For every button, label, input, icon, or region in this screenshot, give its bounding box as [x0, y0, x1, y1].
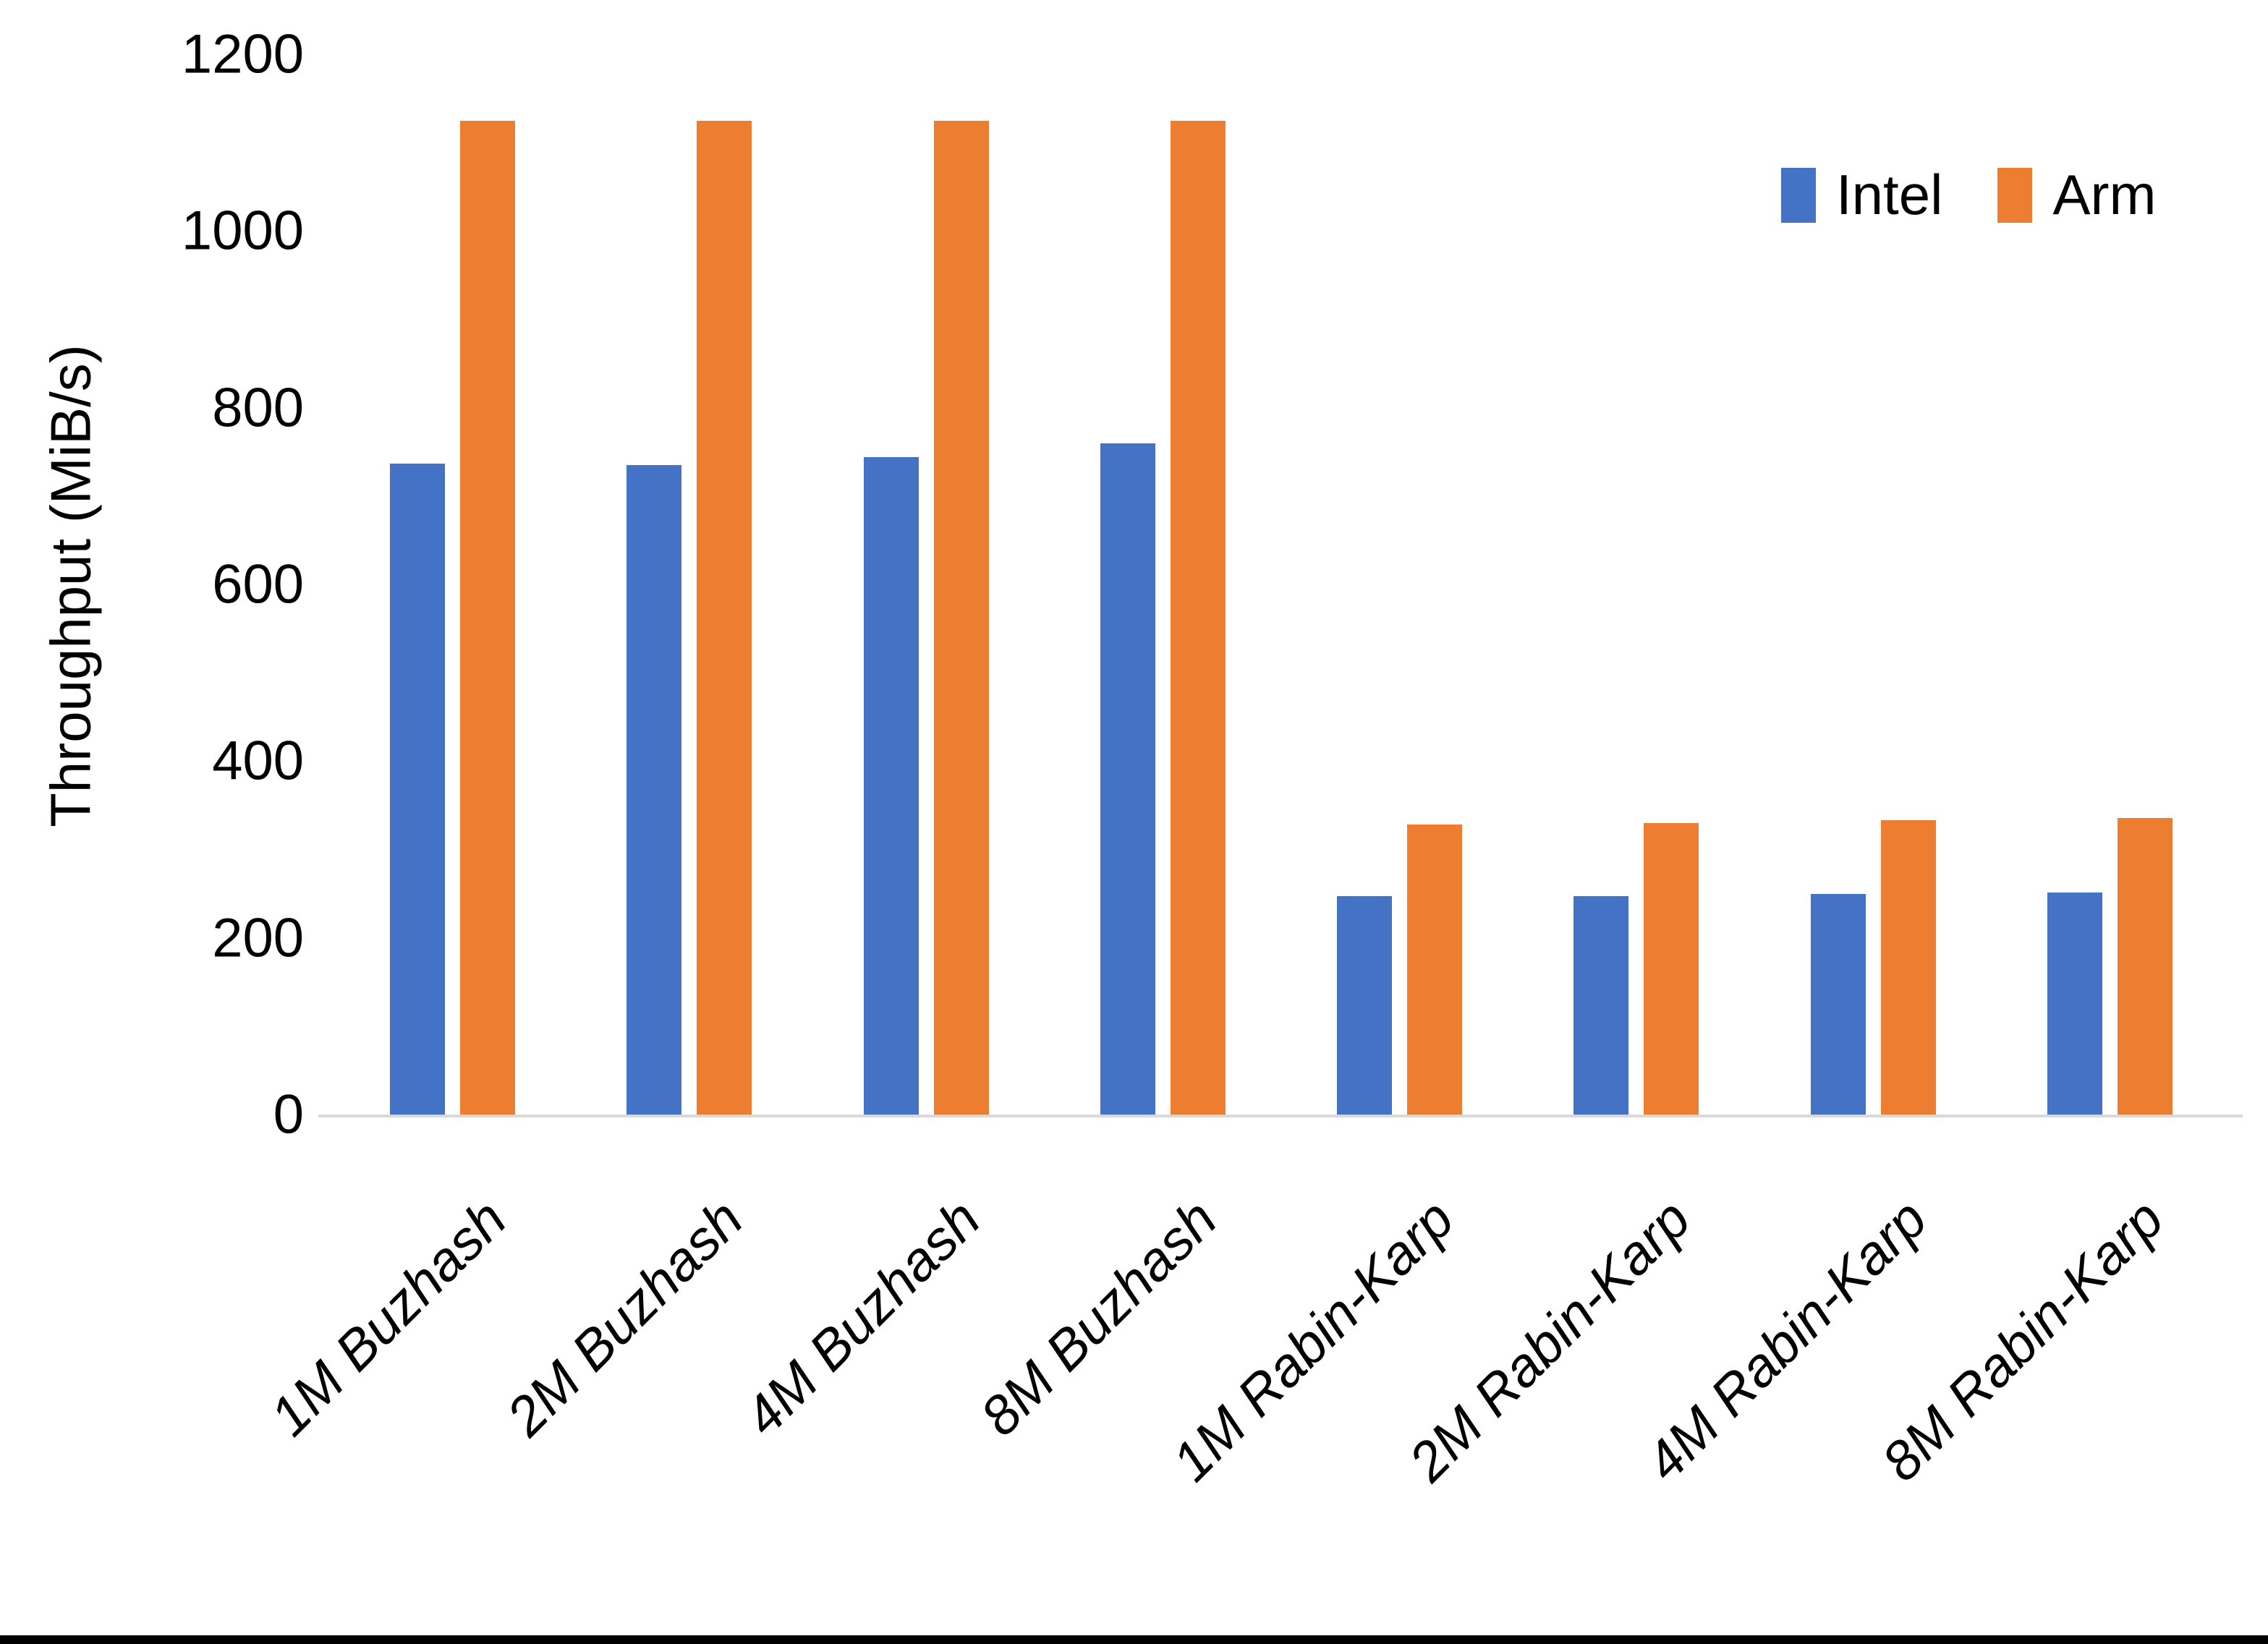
plot-area [334, 54, 2228, 1115]
bar-group-8m-buzhash [1045, 54, 1281, 1115]
y-tick-label-1000: 1000 [181, 200, 304, 262]
bar-intel-1m-rabin-karp [1337, 896, 1393, 1115]
bar-intel-8m-buzhash [1100, 443, 1155, 1115]
bar-arm-1m-rabin-karp [1407, 825, 1463, 1115]
bar-group-1m-buzhash [334, 54, 571, 1115]
bar-arm-4m-buzhash [933, 121, 989, 1115]
y-tick-label-400: 400 [212, 730, 304, 792]
bar-intel-2m-buzhash [627, 465, 682, 1115]
bar-intel-8m-rabin-karp [2047, 893, 2102, 1115]
x-slot-8m-rabin-karp: 8M Rabin-Karp [1871, 1157, 2228, 1591]
bar-arm-8m-buzhash [1170, 121, 1226, 1115]
legend: Intel Arm [1781, 162, 2156, 228]
bar-group-4m-rabin-karp [1755, 54, 1992, 1115]
bar-group-2m-rabin-karp [1518, 54, 1754, 1115]
bottom-border [0, 1635, 2268, 1644]
legend-swatch-intel [1781, 167, 1816, 223]
y-tick-label-0: 0 [273, 1083, 304, 1146]
bar-intel-1m-buzhash [390, 464, 446, 1115]
bar-arm-4m-rabin-karp [1880, 820, 1936, 1115]
bar-intel-2m-rabin-karp [1573, 896, 1629, 1115]
x-tick-label-1m-buzhash: 1M Buzhash [258, 1188, 519, 1448]
bar-group-4m-buzhash [808, 54, 1045, 1115]
legend-item-intel: Intel [1781, 162, 1942, 228]
bar-intel-4m-rabin-karp [1810, 894, 1866, 1115]
bar-arm-8m-rabin-karp [2117, 818, 2173, 1115]
bar-group-8m-rabin-karp [1992, 54, 2228, 1115]
bar-arm-1m-buzhash [460, 121, 516, 1115]
legend-item-arm: Arm [1997, 162, 2156, 228]
y-tick-label-800: 800 [212, 377, 304, 439]
bar-arm-2m-buzhash [697, 121, 752, 1115]
bar-arm-2m-rabin-karp [1644, 823, 1699, 1115]
legend-label-arm: Arm [2052, 163, 2157, 226]
y-tick-label-200: 200 [212, 907, 304, 969]
x-axis-labels: 1M Buzhash 2M Buzhash 4M Buzhash 8M Buzhash… [259, 1157, 2228, 1591]
y-tick-label-1200: 1200 [181, 23, 304, 85]
y-tick-label-600: 600 [212, 553, 304, 616]
x-axis-line [318, 1115, 2243, 1117]
legend-swatch-arm [1997, 167, 2033, 223]
bar-group-2m-buzhash [571, 54, 807, 1115]
bar-group-1m-rabin-karp [1281, 54, 1518, 1115]
bar-intel-4m-buzhash [863, 457, 919, 1115]
legend-label-intel: Intel [1836, 163, 1943, 226]
